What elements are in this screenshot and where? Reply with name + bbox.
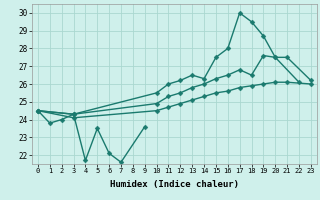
X-axis label: Humidex (Indice chaleur): Humidex (Indice chaleur) xyxy=(110,180,239,189)
